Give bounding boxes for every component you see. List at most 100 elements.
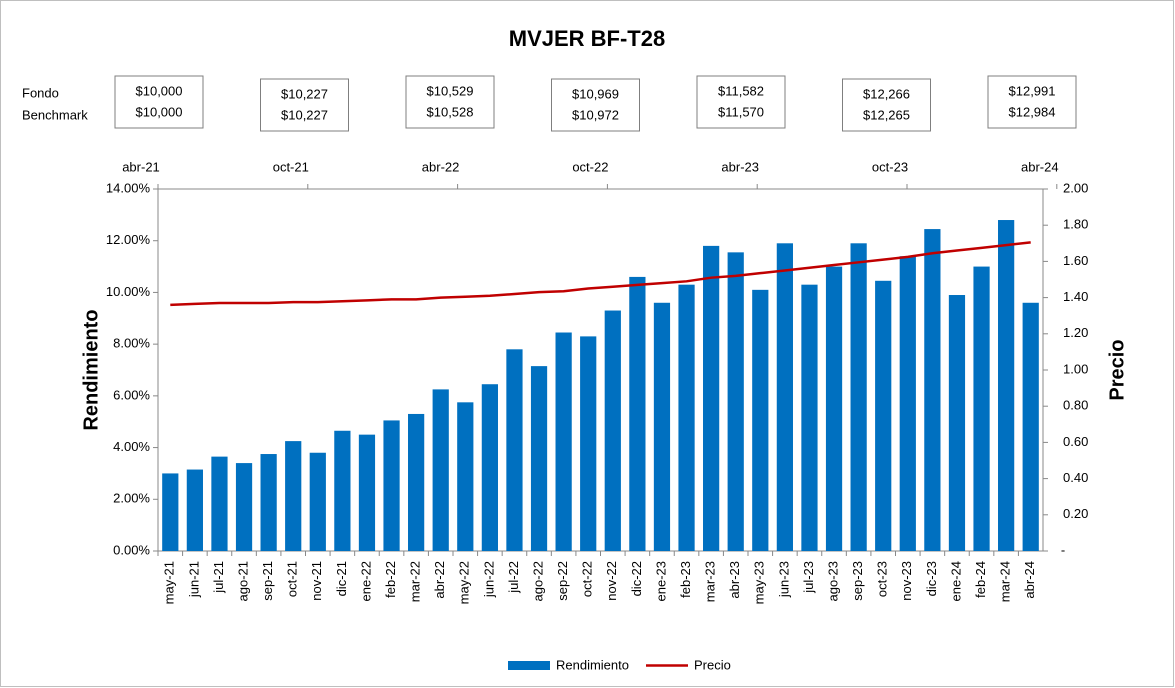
value-box — [696, 75, 786, 129]
x-tick-label: sep-21 — [260, 561, 275, 601]
x-tick-label: ago-22 — [530, 561, 545, 601]
bar — [899, 256, 916, 551]
x-tick-label: abr-22 — [432, 561, 447, 599]
x-tick-label: feb-22 — [383, 561, 398, 598]
bar — [530, 366, 548, 551]
bar — [875, 280, 892, 551]
y2-tick-label: 1.20 — [1063, 325, 1088, 340]
value-box — [260, 78, 349, 132]
x-tick-label: abr-23 — [727, 561, 742, 599]
bar — [358, 434, 376, 551]
x-tick-label: ago-23 — [825, 561, 840, 601]
bar — [506, 349, 523, 551]
x-tick-label: mar-24 — [998, 561, 1013, 602]
x-tick-label: ago-21 — [235, 561, 250, 601]
top-axis-label: oct-23 — [872, 159, 908, 174]
x-tick-label: sep-22 — [555, 561, 570, 601]
bar — [752, 289, 769, 551]
x-tick-label: nov-21 — [309, 561, 324, 601]
value-box — [842, 78, 931, 132]
value-box — [987, 75, 1077, 129]
line — [170, 241, 1031, 307]
x-tick-label: feb-24 — [973, 561, 988, 598]
top-axis-label: abr-24 — [1021, 159, 1059, 174]
bar — [309, 452, 326, 551]
bar — [211, 456, 228, 551]
y2-axis-title: Precio — [1106, 339, 1128, 400]
bar — [801, 284, 818, 551]
y-tick-label: 0.00% — [113, 542, 150, 557]
x-tick-label: oct-23 — [875, 561, 890, 597]
y2-tick-label: 1.60 — [1063, 253, 1088, 268]
y2-tick-label: 1.40 — [1063, 289, 1088, 304]
bar — [162, 473, 179, 551]
x-tick-label: ene-24 — [948, 561, 963, 601]
bar — [653, 302, 671, 551]
y-tick-label: 4.00% — [113, 439, 150, 454]
bar — [481, 384, 498, 551]
bar — [604, 310, 621, 551]
benchmark-value: $12,265 — [863, 107, 910, 122]
y2-tick-label: 1.00 — [1063, 361, 1088, 376]
bar — [432, 389, 449, 551]
benchmark-value: $10,227 — [281, 107, 328, 122]
value-box — [405, 75, 495, 129]
x-tick-label: ene-23 — [653, 561, 668, 601]
legend-swatch — [508, 661, 550, 670]
y2-tick-label: 0.80 — [1063, 398, 1088, 413]
y-axis-title: Rendimiento — [80, 309, 102, 430]
benchmark-value: $12,984 — [1009, 104, 1056, 119]
x-tick-label: feb-23 — [678, 561, 693, 598]
y-tick-label: 12.00% — [106, 232, 151, 247]
y-tick-label: 10.00% — [106, 284, 151, 299]
bar — [383, 420, 400, 551]
x-tick-label: jun-22 — [481, 561, 496, 598]
fondo-value: $10,000 — [136, 83, 183, 98]
y2-tick-label: 0.40 — [1063, 470, 1088, 485]
box-row-label: Fondo — [22, 85, 59, 100]
benchmark-value: $10,972 — [572, 107, 619, 122]
bar — [998, 220, 1015, 551]
x-tick-label: jul-22 — [506, 561, 521, 594]
legend-label: Precio — [694, 657, 731, 672]
x-tick-label: oct-22 — [580, 561, 595, 597]
x-tick-label: nov-22 — [604, 561, 619, 601]
y-tick-label: 8.00% — [113, 336, 150, 351]
benchmark-value: $11,570 — [718, 104, 764, 119]
y-tick-label: 14.00% — [106, 180, 151, 195]
fondo-value: $12,991 — [1009, 83, 1056, 98]
fondo-value: $10,227 — [281, 86, 328, 101]
top-axis-label: oct-21 — [273, 159, 309, 174]
x-tick-label: may-22 — [457, 561, 472, 604]
fondo-value: $10,969 — [572, 86, 619, 101]
top-axis-label: oct-22 — [572, 159, 608, 174]
top-axis-label: abr-22 — [422, 159, 460, 174]
x-tick-label: jun-23 — [776, 561, 791, 598]
box-row-label: Benchmark — [22, 107, 88, 122]
x-tick-label: jul-21 — [211, 561, 226, 594]
x-tick-label: jul-23 — [801, 561, 816, 594]
bar — [186, 469, 203, 551]
x-tick-label: jun-21 — [186, 561, 201, 598]
bar — [334, 430, 351, 551]
x-tick-label: ene-22 — [358, 561, 373, 601]
chart-title: MVJER BF-T28 — [509, 26, 665, 51]
benchmark-value: $10,000 — [136, 104, 183, 119]
bar — [285, 441, 302, 551]
bar — [457, 402, 474, 551]
bar — [703, 245, 720, 551]
x-tick-label: may-21 — [162, 561, 177, 604]
x-tick-label: dic-22 — [629, 561, 644, 596]
top-axis-label: abr-21 — [122, 159, 160, 174]
x-tick-label: nov-23 — [899, 561, 914, 601]
x-tick-label: dic-21 — [334, 561, 349, 596]
bar — [678, 284, 695, 551]
y2-tick-label: 0.60 — [1063, 434, 1088, 449]
y-tick-label: 2.00% — [113, 491, 150, 506]
bar — [260, 454, 277, 551]
bar — [924, 229, 941, 552]
y2-tick-label: - — [1061, 542, 1065, 557]
x-tick-label: dic-23 — [924, 561, 939, 596]
bar — [727, 252, 744, 551]
